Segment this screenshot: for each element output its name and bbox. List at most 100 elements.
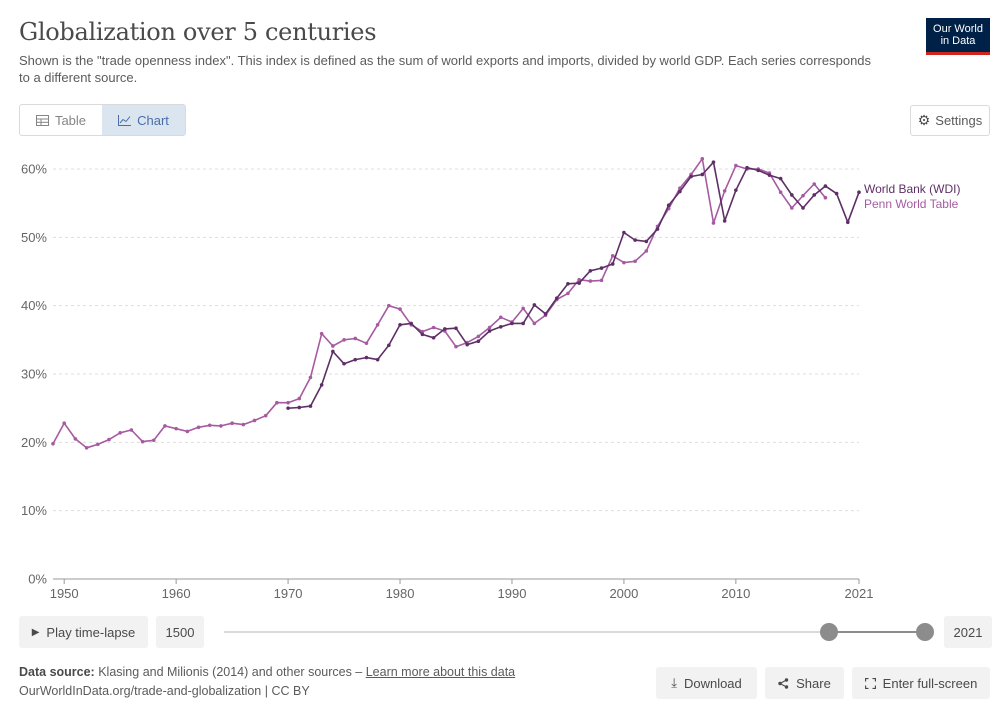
data-point-world-bank-wdi[interactable]: [431, 335, 436, 340]
data-point-penn-world-table[interactable]: [577, 277, 581, 282]
data-point-penn-world-table[interactable]: [622, 260, 626, 265]
data-point-world-bank-wdi[interactable]: [633, 238, 637, 242]
data-point-world-bank-wdi[interactable]: [465, 342, 469, 347]
data-point-penn-world-table[interactable]: [599, 278, 604, 283]
data-point-penn-world-table[interactable]: [353, 336, 358, 341]
data-point-world-bank-wdi[interactable]: [398, 323, 402, 327]
data-point-penn-world-table[interactable]: [398, 307, 402, 311]
data-point-penn-world-table[interactable]: [722, 189, 727, 193]
tab-table[interactable]: Table: [20, 105, 102, 135]
data-point-penn-world-table[interactable]: [84, 446, 89, 450]
data-point-penn-world-table[interactable]: [286, 400, 290, 405]
data-point-penn-world-table[interactable]: [711, 221, 716, 225]
data-point-world-bank-wdi[interactable]: [331, 349, 335, 354]
data-point-penn-world-table[interactable]: [778, 190, 783, 195]
source-url-line[interactable]: OurWorldInData.org/trade-and-globalizati…: [19, 684, 310, 698]
data-point-world-bank-wdi[interactable]: [476, 339, 481, 343]
data-point-world-bank-wdi[interactable]: [745, 165, 749, 170]
data-point-penn-world-table[interactable]: [364, 341, 369, 346]
data-point-penn-world-table[interactable]: [62, 421, 66, 426]
data-point-penn-world-table[interactable]: [107, 437, 111, 442]
data-point-world-bank-wdi[interactable]: [801, 206, 805, 210]
data-point-penn-world-table[interactable]: [219, 424, 223, 428]
timeline-end-handle[interactable]: [916, 623, 934, 641]
data-point-world-bank-wdi[interactable]: [678, 189, 682, 194]
data-point-world-bank-wdi[interactable]: [543, 312, 548, 316]
data-point-world-bank-wdi[interactable]: [364, 355, 369, 360]
data-point-world-bank-wdi[interactable]: [846, 220, 850, 225]
timeline-start-year[interactable]: 1500: [156, 616, 204, 648]
play-timelapse-button[interactable]: ▶ Play time-lapse: [19, 616, 148, 648]
data-point-world-bank-wdi[interactable]: [532, 303, 537, 307]
data-point-world-bank-wdi[interactable]: [375, 357, 380, 362]
data-point-world-bank-wdi[interactable]: [778, 176, 783, 181]
data-point-world-bank-wdi[interactable]: [554, 296, 559, 300]
data-point-world-bank-wdi[interactable]: [857, 190, 861, 195]
data-point-penn-world-table[interactable]: [241, 422, 246, 427]
data-point-penn-world-table[interactable]: [790, 206, 794, 210]
data-point-penn-world-table[interactable]: [275, 400, 279, 405]
data-point-penn-world-table[interactable]: [163, 424, 167, 428]
data-point-penn-world-table[interactable]: [140, 439, 145, 444]
data-point-world-bank-wdi[interactable]: [734, 188, 738, 192]
tab-chart[interactable]: Chart: [102, 105, 185, 135]
data-point-world-bank-wdi[interactable]: [756, 168, 761, 173]
data-point-world-bank-wdi[interactable]: [767, 173, 772, 177]
settings-button[interactable]: ⚙ Settings: [910, 105, 990, 136]
data-point-penn-world-table[interactable]: [633, 259, 637, 264]
data-point-penn-world-table[interactable]: [230, 421, 234, 426]
data-point-penn-world-table[interactable]: [51, 441, 55, 446]
data-point-penn-world-table[interactable]: [532, 321, 537, 326]
data-point-world-bank-wdi[interactable]: [319, 383, 324, 387]
data-point-world-bank-wdi[interactable]: [342, 361, 346, 366]
data-point-penn-world-table[interactable]: [263, 413, 268, 418]
data-point-world-bank-wdi[interactable]: [409, 321, 414, 326]
data-point-penn-world-table[interactable]: [308, 375, 313, 380]
data-point-world-bank-wdi[interactable]: [655, 227, 660, 231]
data-point-penn-world-table[interactable]: [174, 426, 178, 431]
data-point-world-bank-wdi[interactable]: [454, 326, 458, 331]
data-point-world-bank-wdi[interactable]: [610, 262, 615, 266]
data-point-world-bank-wdi[interactable]: [666, 203, 671, 208]
data-point-penn-world-table[interactable]: [431, 325, 436, 330]
data-point-world-bank-wdi[interactable]: [588, 269, 593, 273]
data-point-world-bank-wdi[interactable]: [487, 329, 492, 333]
data-point-penn-world-table[interactable]: [342, 338, 346, 342]
owid-logo[interactable]: Our World in Data: [926, 18, 990, 55]
data-point-penn-world-table[interactable]: [588, 279, 593, 283]
data-point-penn-world-table[interactable]: [151, 438, 156, 443]
data-point-penn-world-table[interactable]: [801, 193, 805, 198]
data-point-penn-world-table[interactable]: [498, 315, 503, 320]
series-line-penn-world-table[interactable]: [52, 157, 827, 449]
data-point-world-bank-wdi[interactable]: [308, 404, 313, 408]
data-point-penn-world-table[interactable]: [734, 163, 738, 168]
timeline-start-handle[interactable]: [820, 623, 838, 641]
data-point-world-bank-wdi[interactable]: [498, 325, 503, 329]
data-point-world-bank-wdi[interactable]: [622, 230, 626, 235]
data-point-penn-world-table[interactable]: [476, 334, 481, 339]
data-point-world-bank-wdi[interactable]: [689, 174, 693, 179]
data-point-world-bank-wdi[interactable]: [286, 406, 290, 410]
data-point-penn-world-table[interactable]: [454, 344, 458, 349]
data-point-penn-world-table[interactable]: [319, 331, 324, 336]
data-point-penn-world-table[interactable]: [73, 437, 78, 441]
data-point-penn-world-table[interactable]: [118, 430, 122, 435]
data-point-world-bank-wdi[interactable]: [566, 282, 570, 286]
download-button[interactable]: ⤓ Download: [656, 667, 757, 699]
data-point-penn-world-table[interactable]: [812, 182, 817, 186]
legend-label-world-bank-wdi[interactable]: World Bank (WDI): [864, 182, 960, 196]
share-button[interactable]: Share: [765, 667, 844, 699]
data-point-world-bank-wdi[interactable]: [443, 327, 447, 331]
data-point-world-bank-wdi[interactable]: [387, 343, 391, 348]
data-point-penn-world-table[interactable]: [566, 291, 570, 296]
data-point-penn-world-table[interactable]: [823, 195, 828, 200]
data-point-world-bank-wdi[interactable]: [834, 191, 839, 196]
data-point-world-bank-wdi[interactable]: [297, 405, 302, 410]
data-point-penn-world-table[interactable]: [252, 418, 257, 423]
timeline-track[interactable]: [224, 631, 926, 633]
timeline-end-year[interactable]: 2021: [944, 616, 992, 648]
data-point-penn-world-table[interactable]: [521, 306, 525, 311]
data-point-world-bank-wdi[interactable]: [790, 193, 794, 197]
data-point-penn-world-table[interactable]: [487, 325, 492, 330]
data-point-world-bank-wdi[interactable]: [700, 172, 705, 177]
